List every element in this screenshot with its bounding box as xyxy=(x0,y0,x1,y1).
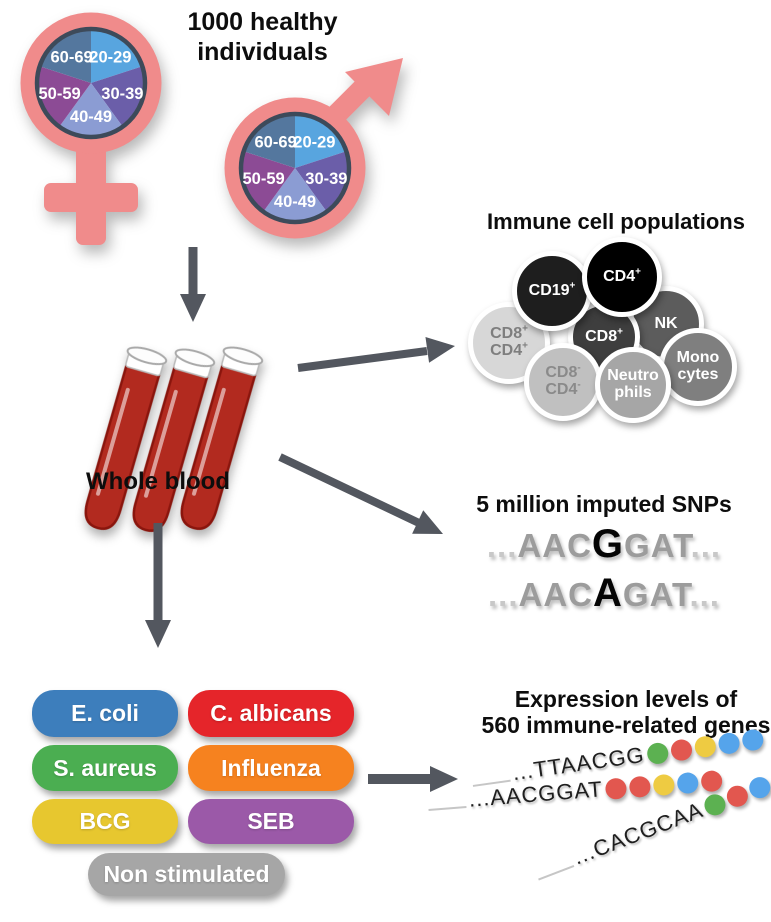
sequence-text: AAC xyxy=(518,576,594,613)
stimulus-pill-e-coli: E. coli xyxy=(32,690,178,737)
sequence-text: ... xyxy=(488,576,519,613)
cell-circle-cd4pos: CD4+ xyxy=(582,237,662,317)
female-symbol-slice-label: 40-49 xyxy=(70,108,112,126)
stimulus-pill-non-stimulated: Non stimulated xyxy=(88,853,285,896)
expression-dot-blue xyxy=(717,731,741,755)
cell-label: CD4- xyxy=(545,379,581,398)
male-symbol-slice-30-39 xyxy=(295,151,347,211)
stimulus-pill-seb: SEB xyxy=(188,799,354,844)
cell-label: CD19+ xyxy=(528,280,576,299)
female-symbol-slice-40-49 xyxy=(60,83,122,135)
expression-title-line2: 560 immune-related genes xyxy=(481,711,771,738)
male-symbol-slice-60-69 xyxy=(245,116,295,168)
expression-dot-red xyxy=(669,737,694,762)
cohort-title-line2: individuals xyxy=(197,37,328,66)
female-symbol-slice-label: 60-69 xyxy=(51,48,93,66)
gene-sequence-text: ...CACGCAA xyxy=(569,797,707,870)
snp-sequence: ...AACAGAT... xyxy=(424,573,771,613)
expression-title-line1: Expression levels of xyxy=(514,686,738,712)
snp-sequence: ...AACGGAT... xyxy=(424,524,771,564)
stimulus-pill-bcg: BCG xyxy=(32,799,178,844)
sequence-text: ... xyxy=(690,527,722,564)
snp-allele: A xyxy=(593,571,623,615)
female-symbol-slice-30-39 xyxy=(91,66,144,126)
expression-dot-blue xyxy=(746,773,771,801)
female-symbol-slice-50-59 xyxy=(38,66,91,126)
expression-title: Expression levels of 560 immune-related … xyxy=(476,686,771,739)
expression-dot-green xyxy=(645,741,670,765)
blood-tube-icon xyxy=(84,346,168,530)
cell-label: phils xyxy=(614,384,652,401)
cell-label: CD4+ xyxy=(603,266,641,285)
blood-tube-icon xyxy=(180,346,264,530)
cell-circle-cd19pos: CD19+ xyxy=(512,251,592,331)
cell-label: CD8- xyxy=(545,362,581,382)
sequence-text: GAT xyxy=(622,576,690,613)
female-symbol-slice-label: 20-29 xyxy=(89,48,131,66)
snp-sequences: ...AACGGAT... ...AACAGAT... xyxy=(424,524,771,622)
male-symbol-slice-label: 20-29 xyxy=(293,133,335,151)
male-symbol-slice-20-29 xyxy=(295,116,345,168)
expression-dot-red xyxy=(628,775,652,798)
expression-dot-blue xyxy=(676,771,700,794)
sequence-text: GAT xyxy=(624,527,691,564)
stimulus-label: BCG xyxy=(79,808,131,834)
flow-arrow xyxy=(180,247,206,322)
female-symbol-slice-60-69 xyxy=(41,31,91,83)
snp-allele: G xyxy=(591,522,625,566)
female-symbol-slice-20-29 xyxy=(91,31,141,83)
dna-strand-line xyxy=(428,806,467,811)
flow-arrow xyxy=(278,453,443,534)
female-symbol-slice-label: 30-39 xyxy=(101,85,143,103)
stimulus-label: Non stimulated xyxy=(103,861,270,887)
male-symbol-slice-label: 60-69 xyxy=(255,133,297,151)
blood-tube-icon xyxy=(132,348,216,532)
cell-label: cytes xyxy=(677,366,719,383)
cell-label: Mono xyxy=(676,349,720,367)
cell-circle-cd8neg-cd4neg: CD8- CD4- xyxy=(524,343,602,421)
stimulus-pill-c-albicans: C. albicans xyxy=(188,690,354,737)
stimulus-pill-influenza: Influenza xyxy=(188,745,354,791)
expression-dot-yellow xyxy=(693,734,718,759)
cell-circle-monocytes: Mono cytes xyxy=(659,328,737,406)
male-symbol-slice-50-59 xyxy=(243,151,295,211)
cohort-title: 1000 healthy individuals xyxy=(150,8,375,67)
cell-label: CD4+ xyxy=(490,340,528,359)
expression-dot-green xyxy=(701,790,729,818)
sequence-text: ... xyxy=(486,527,518,564)
flow-arrow xyxy=(297,337,455,372)
snps-title: 5 million imputed SNPs xyxy=(476,491,732,517)
male-symbol: 20-29 30-39 40-49 50-59 60-69 xyxy=(224,58,403,239)
expression-dot-red xyxy=(604,776,628,800)
stimulus-label: E. coli xyxy=(71,700,139,726)
stimulus-label: Influenza xyxy=(221,754,321,781)
male-symbol-slice-label: 30-39 xyxy=(305,170,347,188)
male-symbol-slice-label: 40-49 xyxy=(274,193,316,211)
whole-blood-label: Whole blood xyxy=(86,468,230,495)
female-symbol-slice-label: 50-59 xyxy=(39,85,81,103)
female-symbol: 20-29 30-39 40-49 50-59 60-69 xyxy=(20,12,162,245)
sequence-text: ... xyxy=(689,576,720,613)
flow-arrow xyxy=(145,523,171,648)
sequence-text: AAC xyxy=(517,527,592,564)
stimulus-label: C. albicans xyxy=(210,700,332,726)
expression-dot-yellow xyxy=(652,773,676,796)
stimulus-pill-s-aureus: S. aureus xyxy=(32,745,178,791)
stimulus-label: S. aureus xyxy=(53,754,157,781)
cell-label: Neutro xyxy=(607,367,659,385)
dna-strand-line xyxy=(538,864,575,881)
cell-circle-neutrophils: Neutro phils xyxy=(595,347,671,423)
immune-cells-title: Immune cell populations xyxy=(487,209,745,234)
male-symbol-slice-40-49 xyxy=(264,168,326,220)
expression-dot-blue xyxy=(740,727,765,752)
cohort-title-line1: 1000 healthy xyxy=(187,8,338,36)
cell-label: CD8+ xyxy=(585,326,623,345)
cell-label: NK xyxy=(654,314,678,332)
stimulus-label: SEB xyxy=(247,808,295,834)
male-symbol-slice-label: 50-59 xyxy=(243,170,285,188)
cell-label: CD8+ xyxy=(490,323,528,343)
expression-dot-red xyxy=(723,782,751,810)
